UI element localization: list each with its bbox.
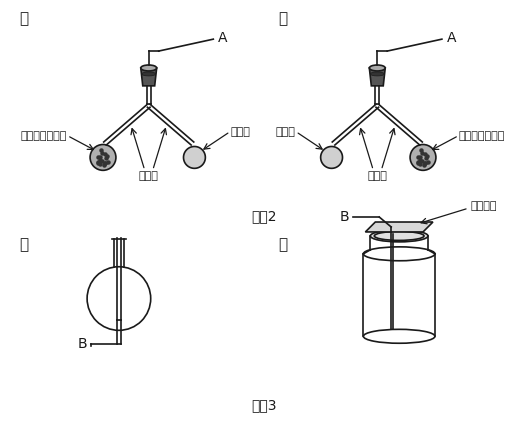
Ellipse shape	[370, 72, 384, 76]
Text: 図　2: 図 2	[251, 209, 277, 223]
Text: イ: イ	[278, 11, 287, 26]
Text: くびれ: くびれ	[367, 171, 387, 181]
Text: ウ: ウ	[20, 237, 29, 252]
Circle shape	[90, 144, 116, 170]
Text: B: B	[78, 337, 87, 351]
Ellipse shape	[142, 72, 156, 76]
Text: 図　3: 図 3	[251, 398, 277, 412]
Ellipse shape	[370, 65, 385, 71]
Text: 炭酸カルシウム: 炭酸カルシウム	[459, 131, 505, 140]
Text: エ: エ	[278, 237, 287, 252]
Polygon shape	[184, 147, 205, 169]
Polygon shape	[320, 147, 343, 169]
Text: ガラス板: ガラス板	[470, 201, 497, 211]
Text: ア: ア	[20, 11, 29, 26]
Polygon shape	[365, 222, 433, 232]
Text: 希塩酸: 希塩酸	[230, 127, 250, 137]
Text: 希塩酸: 希塩酸	[276, 127, 296, 137]
Text: 炭酸カルシウム: 炭酸カルシウム	[21, 131, 67, 140]
Ellipse shape	[370, 230, 428, 242]
Text: A: A	[447, 31, 456, 45]
Text: A: A	[218, 31, 228, 45]
Ellipse shape	[141, 65, 157, 71]
Polygon shape	[141, 68, 157, 86]
Text: B: B	[340, 210, 350, 224]
Circle shape	[410, 144, 436, 170]
Polygon shape	[370, 68, 385, 86]
Text: くびれ: くびれ	[139, 171, 158, 181]
